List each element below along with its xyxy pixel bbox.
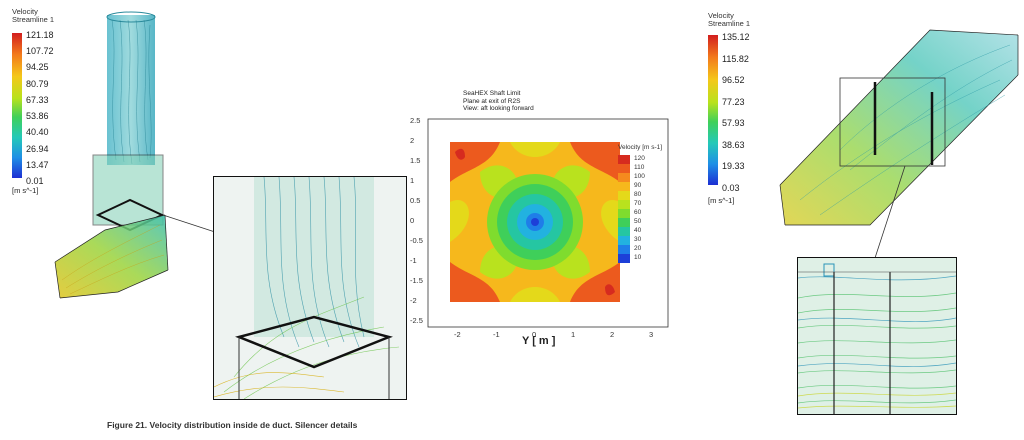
- right-streamline-figure: Velocity Streamline 1 135.12 115.82 96.52 7…: [700, 0, 1024, 440]
- contour-legend-value: 100: [634, 173, 645, 180]
- right-inset-streamlines: [798, 258, 956, 414]
- colorbar-tick-label: 40.40: [26, 127, 49, 138]
- right-legend-title: Velocity Streamline 1: [708, 12, 750, 28]
- left-legend-title-line1: Velocity: [12, 7, 38, 16]
- contour-title-line-3: View: aft looking forward: [463, 105, 534, 112]
- y-axis-tick-label: -2.5: [410, 316, 423, 325]
- contour-legend-swatch: [618, 254, 630, 263]
- contour-legend-swatch: [618, 245, 630, 254]
- contour-legend-swatch: [618, 218, 630, 227]
- right-silencer-detail-inset: [797, 257, 957, 415]
- contour-legend-swatch: [618, 209, 630, 218]
- left-colorbar: [12, 33, 22, 178]
- contour-legend-value: 30: [634, 236, 642, 243]
- y-axis-tick-label: 0.5: [410, 196, 421, 205]
- contour-legend-value: 50: [634, 218, 642, 225]
- x-axis-tick-label: 0: [532, 330, 537, 339]
- colorbar-tick-label: 19.33: [722, 161, 745, 172]
- contour-legend-title: Velocity [m s-1]: [618, 144, 663, 151]
- left-legend-title: Velocity Streamline 1: [12, 8, 54, 24]
- contour-legend-value: 10: [634, 254, 642, 261]
- y-axis-tick-label: -2: [410, 296, 417, 305]
- y-axis-tick-label: 2: [410, 136, 415, 145]
- right-legend-unit: [m s^-1]: [708, 196, 735, 205]
- colorbar-tick-label: 115.82: [722, 53, 749, 64]
- right-legend-title-line1: Velocity: [708, 11, 734, 20]
- colorbar-tick-label: 67.33: [26, 94, 49, 105]
- y-axis-tick-label: 1.5: [410, 156, 421, 165]
- contour-x-axis-label: Y [ m ]: [522, 335, 556, 347]
- colorbar-tick-label: 26.94: [26, 143, 49, 154]
- colorbar-tick-label: 96.52: [722, 75, 745, 86]
- colorbar-tick-label: 80.79: [26, 78, 49, 89]
- colorbar-tick-label: 0.01: [26, 176, 44, 186]
- right-duct-render: [779, 29, 1019, 259]
- contour-legend-value: 110: [634, 164, 645, 171]
- contour-legend-swatch: [618, 164, 630, 173]
- figure-caption: Figure 21. Velocity distribution inside …: [107, 420, 358, 430]
- x-axis-tick-label: -1: [493, 330, 500, 339]
- left-legend-unit: [m s^-1]: [12, 186, 39, 195]
- colorbar-tick-label: 0.03: [722, 183, 740, 193]
- colorbar-tick-label: 13.47: [26, 159, 49, 170]
- left-duct-render: [54, 11, 216, 299]
- colorbar-tick-label: 135.12: [722, 32, 750, 42]
- contour-legend-value: 120: [634, 155, 645, 162]
- x-axis-tick-label: 3: [649, 330, 654, 339]
- contour-title-line-2: Plane at exit of R2S: [463, 97, 521, 105]
- center-contour-figure: SeaHEX Shaft Limit Plane at exit of R2S …: [410, 72, 680, 357]
- colorbar-tick-label: 57.93: [722, 118, 745, 129]
- x-axis-tick-label: -2: [454, 330, 461, 339]
- y-axis-tick-label: 2.5: [410, 116, 421, 125]
- contour-legend-value: 40: [634, 227, 642, 234]
- contour-legend-value: 70: [634, 200, 642, 207]
- left-inset-streamlines: [214, 177, 406, 399]
- x-axis-tick-label: 2: [610, 330, 615, 339]
- contour-legend-swatch: [618, 155, 630, 164]
- contour-legend-swatch: [618, 236, 630, 245]
- y-axis-tick-label: -1.5: [410, 276, 423, 285]
- left-silencer-detail-inset: [213, 176, 407, 400]
- contour-plot: [427, 118, 669, 328]
- left-streamline-figure: Velocity Streamline 1 121.18 107.72 94.25 8…: [0, 0, 410, 430]
- contour-legend-swatch: [618, 227, 630, 236]
- colorbar-tick-label: 121.18: [26, 30, 54, 40]
- colorbar-tick-label: 77.23: [722, 96, 745, 107]
- contour-plot-title: SeaHEX Shaft Limit Plane at exit of R2S …: [463, 90, 534, 113]
- colorbar-tick-label: 38.63: [722, 139, 745, 150]
- right-colorbar: [708, 35, 718, 185]
- contour-legend-swatch: [618, 200, 630, 209]
- left-legend-title-line2: Streamline 1: [12, 15, 55, 24]
- colorbar-tick-label: 94.25: [26, 62, 49, 73]
- y-axis-tick-label: -0.5: [410, 236, 423, 245]
- x-axis-tick-label: 1: [571, 330, 576, 339]
- contour-legend-value: 90: [634, 182, 642, 189]
- y-axis-tick-label: -1: [410, 256, 417, 265]
- colorbar-tick-label: 107.72: [26, 46, 54, 57]
- contour-legend-value: 20: [634, 245, 642, 252]
- contour-legend-value: 80: [634, 191, 642, 198]
- contour-title-line-1: SeaHEX Shaft Limit: [463, 90, 521, 97]
- contour-legend-swatch: [618, 173, 630, 182]
- contour-legend-swatch: [618, 182, 630, 191]
- y-axis-tick-label: 1: [410, 176, 415, 185]
- colorbar-tick-label: 53.86: [26, 111, 49, 122]
- contour-legend: Velocity [m s-1] 120 110 100 90 80 70 60 50 40 30…: [618, 144, 670, 264]
- contour-legend-value: 60: [634, 209, 642, 216]
- y-axis-tick-label: 0: [410, 216, 415, 225]
- contour-legend-swatch: [618, 191, 630, 200]
- right-legend-title-line2: Streamline 1: [708, 19, 751, 28]
